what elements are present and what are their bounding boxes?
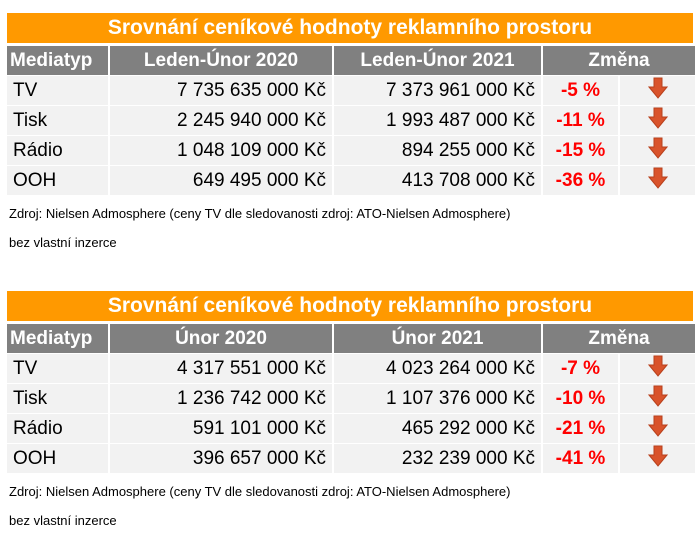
arrow-down-icon [620, 106, 695, 135]
value-period-1: 591 101 000 Kč [110, 414, 332, 443]
arrow-down-icon [620, 166, 695, 195]
table-row: TV 7 735 635 000 Kč 7 373 961 000 Kč -5 … [7, 76, 695, 105]
change-percent: -10 % [543, 384, 618, 413]
value-period-2: 413 708 000 Kč [334, 166, 541, 195]
header-period-1: Únor 2020 [110, 324, 332, 353]
media-type: TV [7, 354, 108, 383]
header-change: Změna [543, 46, 695, 75]
value-period-1: 7 735 635 000 Kč [110, 76, 332, 105]
arrow-down-icon [620, 136, 695, 165]
footnote: bez vlastní inzerce [9, 235, 117, 250]
table-row: Tisk 1 236 742 000 Kč 1 107 376 000 Kč -… [7, 384, 695, 413]
table-title: Srovnání ceníkové hodnoty reklamního pro… [7, 13, 693, 43]
media-type: Tisk [7, 384, 108, 413]
arrow-down-icon [620, 354, 695, 383]
arrow-down-icon [620, 444, 695, 473]
value-period-1: 1 048 109 000 Kč [110, 136, 332, 165]
value-period-1: 1 236 742 000 Kč [110, 384, 332, 413]
table-row: TV 4 317 551 000 Kč 4 023 264 000 Kč -7 … [7, 354, 695, 383]
header-mediatyp: Mediatyp [7, 46, 108, 75]
price-comparison-table: Srovnání ceníkové hodnoty reklamního pro… [7, 291, 695, 474]
media-type: OOH [7, 444, 108, 473]
arrow-down-icon [620, 384, 695, 413]
value-period-2: 894 255 000 Kč [334, 136, 541, 165]
table-row: OOH 649 495 000 Kč 413 708 000 Kč -36 % [7, 166, 695, 195]
header-change: Změna [543, 324, 695, 353]
table-row: Rádio 591 101 000 Kč 465 292 000 Kč -21 … [7, 414, 695, 443]
value-period-2: 7 373 961 000 Kč [334, 76, 541, 105]
table-row: Tisk 2 245 940 000 Kč 1 993 487 000 Kč -… [7, 106, 695, 135]
value-period-2: 4 023 264 000 Kč [334, 354, 541, 383]
header-mediatyp: Mediatyp [7, 324, 108, 353]
arrow-down-icon [620, 76, 695, 105]
change-percent: -11 % [543, 106, 618, 135]
header-row: Mediatyp Únor 2020 Únor 2021 Změna [7, 324, 695, 353]
value-period-1: 396 657 000 Kč [110, 444, 332, 473]
change-percent: -36 % [543, 166, 618, 195]
arrow-down-icon [620, 414, 695, 443]
media-type: OOH [7, 166, 108, 195]
value-period-2: 465 292 000 Kč [334, 414, 541, 443]
source-note: Zdroj: Nielsen Admosphere (ceny TV dle s… [9, 484, 511, 499]
value-period-2: 232 239 000 Kč [334, 444, 541, 473]
change-percent: -21 % [543, 414, 618, 443]
header-period-2: Únor 2021 [334, 324, 541, 353]
table-row: Rádio 1 048 109 000 Kč 894 255 000 Kč -1… [7, 136, 695, 165]
media-type: Rádio [7, 136, 108, 165]
header-period-1: Leden-Únor 2020 [110, 46, 332, 75]
value-period-2: 1 993 487 000 Kč [334, 106, 541, 135]
value-period-1: 4 317 551 000 Kč [110, 354, 332, 383]
value-period-1: 649 495 000 Kč [110, 166, 332, 195]
media-type: TV [7, 76, 108, 105]
source-note: Zdroj: Nielsen Admosphere (ceny TV dle s… [9, 206, 511, 221]
media-type: Rádio [7, 414, 108, 443]
change-percent: -5 % [543, 76, 618, 105]
table-row: OOH 396 657 000 Kč 232 239 000 Kč -41 % [7, 444, 695, 473]
header-period-2: Leden-Únor 2021 [334, 46, 541, 75]
footnote: bez vlastní inzerce [9, 513, 117, 528]
header-row: Mediatyp Leden-Únor 2020 Leden-Únor 2021… [7, 46, 695, 75]
value-period-2: 1 107 376 000 Kč [334, 384, 541, 413]
change-percent: -7 % [543, 354, 618, 383]
value-period-1: 2 245 940 000 Kč [110, 106, 332, 135]
price-comparison-table: Srovnání ceníkové hodnoty reklamního pro… [7, 13, 695, 196]
change-percent: -15 % [543, 136, 618, 165]
media-type: Tisk [7, 106, 108, 135]
change-percent: -41 % [543, 444, 618, 473]
table-title: Srovnání ceníkové hodnoty reklamního pro… [7, 291, 693, 321]
